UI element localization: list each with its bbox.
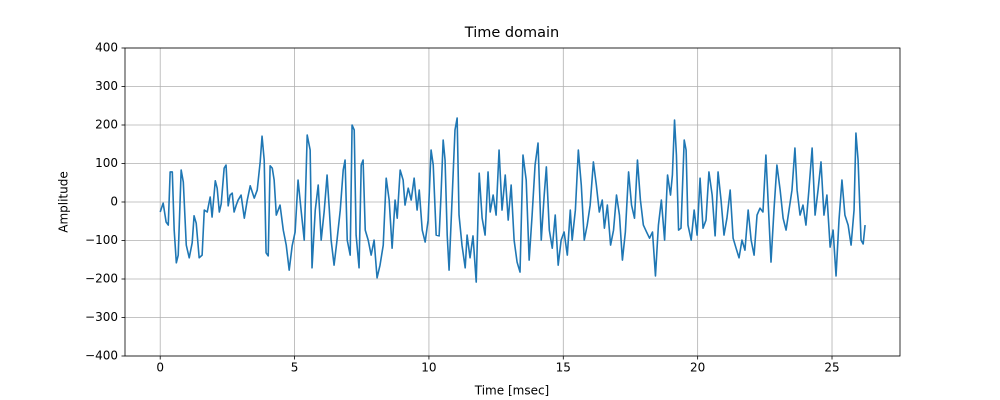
chart-title: Time domain — [464, 25, 559, 41]
y-tick-label: −400 — [85, 349, 118, 363]
x-tick-label: 20 — [690, 361, 705, 375]
x-tick-label: 10 — [421, 361, 436, 375]
x-tick-label: 15 — [556, 361, 571, 375]
y-tick-label: −100 — [85, 233, 118, 247]
signal-line — [159, 117, 866, 283]
plot-frame — [124, 47, 901, 357]
x-tick-label: 0 — [156, 361, 164, 375]
x-axis-label: Time [msec] — [474, 384, 549, 398]
y-tick-label: 0 — [110, 195, 118, 209]
x-tick-label: 25 — [824, 361, 839, 375]
y-tick-label: 400 — [95, 41, 118, 55]
y-tick-label: 300 — [95, 79, 118, 93]
y-tick-label: 100 — [95, 156, 118, 170]
y-tick-label: −300 — [85, 310, 118, 324]
y-axis-label: Amplitude — [57, 171, 71, 233]
y-tick-label: 200 — [95, 118, 118, 132]
y-tick-label: −200 — [85, 272, 118, 286]
x-tick-label: 5 — [291, 361, 299, 375]
